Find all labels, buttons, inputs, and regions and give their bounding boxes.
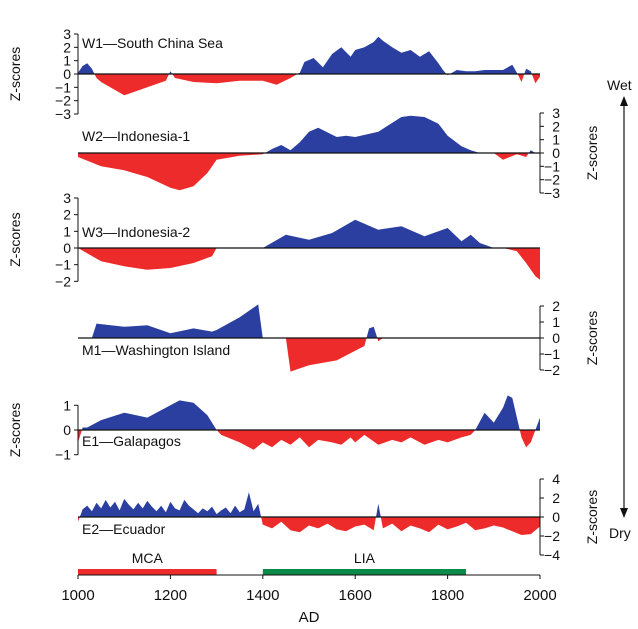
periods-layer: MCA LIA <box>78 550 467 575</box>
panel-4-y-tick-label-2: 0 <box>552 330 560 346</box>
panel-3-y-tick-label-5: −2 <box>55 273 71 289</box>
panel-2-y-tick-label-3: 0 <box>552 145 560 161</box>
panel-1-y-tick-label-2: 1 <box>63 53 71 69</box>
panel-6-y-axis-title: Z-scores <box>584 490 600 544</box>
panel-3-positive-area <box>78 219 540 248</box>
panel-5-label: E1—Galapagos <box>82 433 181 449</box>
period-label-mca: MCA <box>132 550 164 566</box>
x-axis: 1000 1200 1400 1600 1800 2000 <box>61 574 557 604</box>
panel-6-y-tick-label-3: −2 <box>544 528 560 544</box>
x-axis-label: AD <box>299 609 320 626</box>
period-bar-mca <box>78 569 217 575</box>
panel-1-negative-area <box>78 74 540 96</box>
panel-4-positive-area <box>78 304 540 338</box>
x-tick-label-3: 1600 <box>339 587 372 604</box>
x-tick-label-4: 1800 <box>431 587 464 604</box>
panel-4-y-tick-label-4: −2 <box>544 362 560 378</box>
panel-1-y-axis-title: Z-scores <box>7 47 23 101</box>
period-label-lia: LIA <box>354 550 376 566</box>
panel-3-y-axis-title: Z-scores <box>7 212 23 266</box>
panel-6-label: E2—Ecuador <box>82 521 166 537</box>
dry-arrow-head <box>620 508 628 518</box>
panel-1-y-tick-label-5: −2 <box>55 93 71 109</box>
panel-3-y-tick-label-0: 3 <box>63 190 71 206</box>
panel-4-y-tick-label-1: 1 <box>552 314 560 330</box>
panel-6-y-tick-label-2: 0 <box>552 509 560 525</box>
panel-1-y-tick-label-1: 2 <box>63 39 71 55</box>
panel-5-y-tick-label-0: 1 <box>63 397 71 413</box>
panel-4-y-tick-label-3: −1 <box>544 346 560 362</box>
x-tick-label-2: 1400 <box>246 587 279 604</box>
wet-arrow-head <box>620 96 628 106</box>
period-bar-lia <box>262 569 467 575</box>
panel-4-label: M1—Washington Island <box>82 342 230 358</box>
panel-5-y-axis-title: Z-scores <box>7 403 23 457</box>
panel-1-label: W1—South China Sea <box>82 35 223 51</box>
panel-4-y-tick-label-0: 2 <box>552 298 560 314</box>
panel-5-positive-area <box>78 395 540 430</box>
panel-2-y-tick-label-0: 3 <box>552 105 560 121</box>
panel-5-y-tick-label-1: 0 <box>63 422 71 438</box>
panel-2-y-axis-title: Z-scores <box>584 126 600 180</box>
panel-2-y-tick-label-6: −3 <box>544 185 560 201</box>
panel-6-y-tick-label-1: 2 <box>552 490 560 506</box>
panel-3-y-tick-label-3: 0 <box>63 240 71 256</box>
panel-6-positive-area <box>78 492 540 517</box>
panel-2-y-tick-label-4: −1 <box>544 158 560 174</box>
panel-4-y-axis-title: Z-scores <box>584 311 600 365</box>
x-tick-label-5: 2000 <box>523 587 556 604</box>
wet-label: Wet <box>607 77 632 93</box>
panel-4-negative-area <box>78 338 540 372</box>
panel-4: 210−1−2 Z-scores M1—Washington Island <box>78 298 600 378</box>
x-tick-label-0: 1000 <box>61 587 94 604</box>
panel-3-y-tick-label-2: 1 <box>63 223 71 239</box>
panel-1-y-tick-label-6: −3 <box>55 106 71 122</box>
panel-1-positive-area <box>78 36 540 74</box>
panel-1-y-tick-label-3: 0 <box>63 66 71 82</box>
panel-2-label: W2—Indonesia-1 <box>82 128 190 144</box>
panel-2-y-tick-label-2: 1 <box>552 132 560 148</box>
panel-3-negative-area <box>78 248 540 280</box>
panel-1-y-tick-label-4: −1 <box>55 79 71 95</box>
panel-3-y-tick-label-1: 2 <box>63 207 71 223</box>
panel-3-y-tick-label-4: −1 <box>55 257 71 273</box>
panel-3-label: W3—Indonesia-2 <box>82 224 190 240</box>
panel-1-y-tick-label-0: 3 <box>63 26 71 42</box>
dry-label: Dry <box>609 525 631 541</box>
panel-6: 4 2 0 −2 −4 Z-scores E2—Ecuador <box>78 471 600 563</box>
panel-2-positive-area <box>78 115 540 153</box>
panel-2-y-tick-label-1: 2 <box>552 118 560 134</box>
wet-dry-indicator: Wet Dry <box>607 77 632 541</box>
panel-5-negative-area <box>78 430 540 450</box>
panel-6-negative-area <box>78 517 540 535</box>
panel-5-y-tick-label-2: −1 <box>55 447 71 463</box>
panel-6-y-tick-label-4: −4 <box>544 547 560 563</box>
x-tick-label-1: 1200 <box>154 587 187 604</box>
panel-6-y-tick-label-0: 4 <box>552 471 560 487</box>
panel-5: 1 0 −1 Z-scores E1—Galapagos <box>7 395 540 463</box>
panel-2-y-tick-label-5: −2 <box>544 172 560 188</box>
panel-2-negative-area <box>78 153 540 191</box>
